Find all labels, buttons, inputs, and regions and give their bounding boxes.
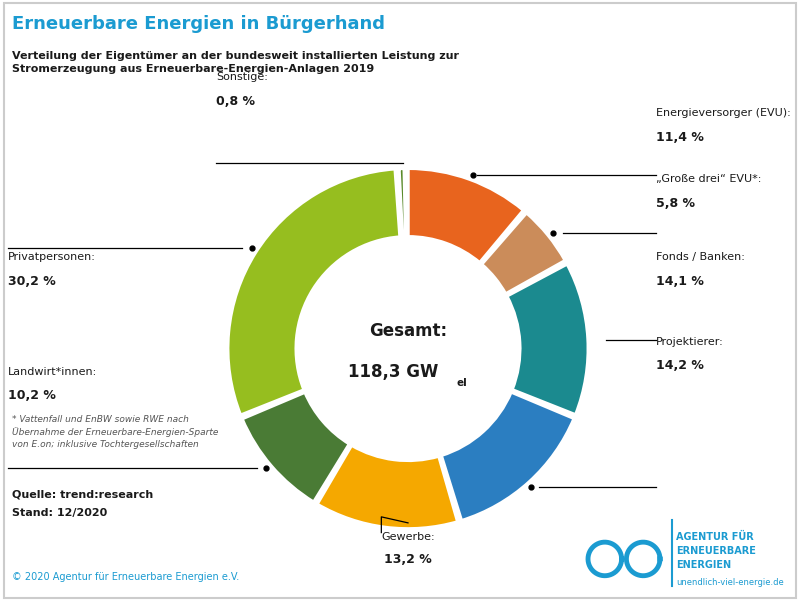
Wedge shape [506, 264, 588, 415]
Wedge shape [482, 213, 566, 294]
Text: el: el [457, 378, 467, 388]
Text: 13,2 %: 13,2 % [384, 553, 432, 566]
Wedge shape [399, 168, 406, 237]
Text: © 2020 Agentur für Erneuerbare Energien e.V.: © 2020 Agentur für Erneuerbare Energien … [12, 572, 239, 582]
Text: Gesamt:: Gesamt: [369, 322, 447, 340]
Text: Gewerbe:: Gewerbe: [381, 532, 435, 542]
Wedge shape [441, 392, 574, 521]
Text: 118,3 GW: 118,3 GW [348, 363, 438, 381]
Text: 30,2 %: 30,2 % [8, 275, 56, 288]
Text: unendlich-viel-energie.de: unendlich-viel-energie.de [676, 578, 784, 587]
Text: Erneuerbare Energien in Bürgerhand: Erneuerbare Energien in Bürgerhand [12, 15, 385, 33]
Text: AGENTUR FÜR
ERNEUERBARE
ENERGIEN: AGENTUR FÜR ERNEUERBARE ENERGIEN [676, 532, 756, 570]
Wedge shape [228, 169, 400, 415]
Text: Quelle: trend:research: Quelle: trend:research [12, 490, 154, 500]
Text: 11,4 %: 11,4 % [656, 131, 704, 144]
Text: Landwirt*innen:: Landwirt*innen: [8, 367, 98, 377]
Text: * Vattenfall und EnBW sowie RWE nach
Übernahme der Erneuerbare-Energien-Sparte
v: * Vattenfall und EnBW sowie RWE nach Übe… [12, 415, 218, 448]
Wedge shape [408, 168, 524, 263]
Text: Privatpersonen:: Privatpersonen: [8, 252, 96, 263]
Text: Energieversorger (EVU):: Energieversorger (EVU): [656, 108, 790, 118]
Wedge shape [242, 392, 350, 502]
Wedge shape [317, 445, 458, 529]
Text: „Große drei“ EVU*:: „Große drei“ EVU*: [656, 174, 762, 185]
Text: 5,8 %: 5,8 % [656, 197, 695, 210]
Text: 10,2 %: 10,2 % [8, 389, 56, 403]
Text: Fonds / Banken:: Fonds / Banken: [656, 252, 745, 263]
Text: Sonstige:: Sonstige: [216, 72, 268, 82]
Text: 14,2 %: 14,2 % [656, 359, 704, 373]
Text: Verteilung der Eigentümer an der bundesweit installierten Leistung zur
Stromerze: Verteilung der Eigentümer an der bundesw… [12, 51, 459, 75]
Text: 0,8 %: 0,8 % [216, 95, 255, 108]
Text: 14,1 %: 14,1 % [656, 275, 704, 288]
Text: Stand: 12/2020: Stand: 12/2020 [12, 508, 107, 518]
Text: Projektierer:: Projektierer: [656, 337, 724, 347]
